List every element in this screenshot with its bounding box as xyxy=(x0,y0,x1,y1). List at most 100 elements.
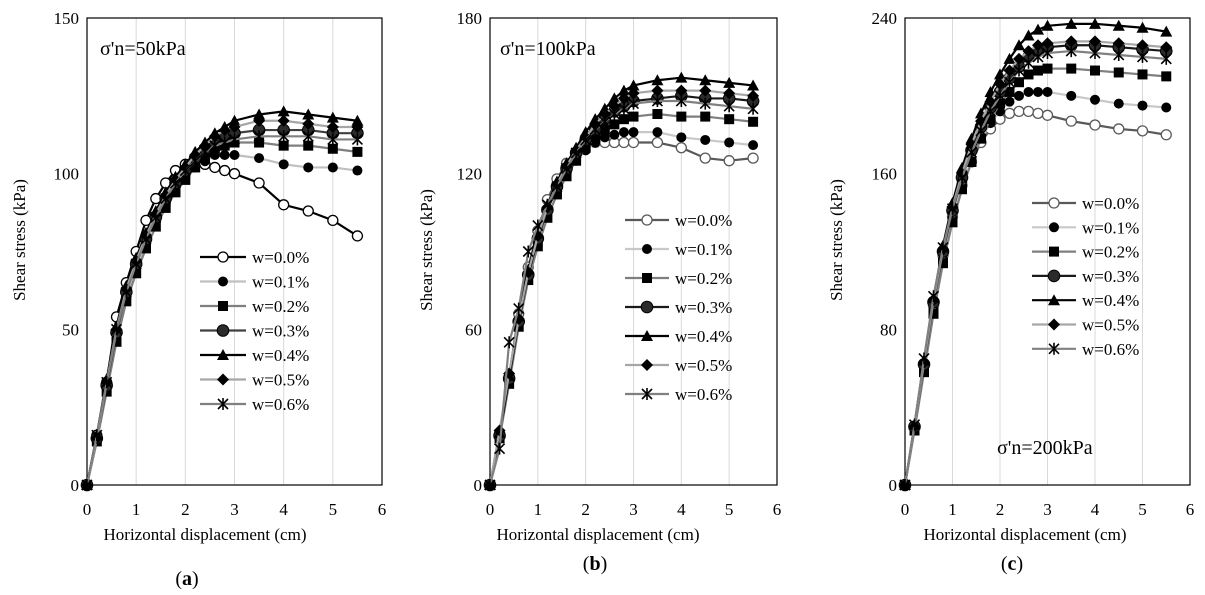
legend-label: w=0.6% xyxy=(252,395,309,414)
data-point xyxy=(1023,69,1034,80)
legend-label: w=0.2% xyxy=(1082,243,1139,262)
data-point xyxy=(617,92,630,105)
legend-marker xyxy=(1048,318,1060,331)
data-point xyxy=(627,97,640,110)
data-point xyxy=(327,214,339,227)
legend-label: w=0.6% xyxy=(675,385,732,404)
legend-label: w=0.1% xyxy=(675,240,732,259)
data-point xyxy=(617,84,630,96)
data-point xyxy=(947,217,958,228)
data-point xyxy=(1113,67,1124,78)
data-point xyxy=(494,442,506,455)
series-w=0.6% xyxy=(484,95,759,491)
data-point xyxy=(131,268,142,279)
data-point xyxy=(532,241,543,252)
x-axis-label: Horizontal displacement (cm) xyxy=(497,525,700,544)
legend-marker xyxy=(217,398,229,410)
data-point xyxy=(956,171,968,184)
data-point xyxy=(747,152,759,164)
data-point xyxy=(1161,102,1172,113)
y-tick-label: 0 xyxy=(889,476,898,495)
plot-frame xyxy=(489,17,778,486)
series-line xyxy=(903,90,1167,486)
data-point xyxy=(1022,56,1035,69)
legend-marker xyxy=(1048,294,1060,306)
data-point xyxy=(723,87,736,100)
legend-marker xyxy=(641,214,653,226)
data-point xyxy=(170,187,181,198)
data-point xyxy=(627,79,640,91)
data-point xyxy=(277,105,290,117)
legend-label: w=0.3% xyxy=(675,298,732,317)
data-point xyxy=(81,479,93,491)
legend-marker xyxy=(1048,197,1060,209)
normal-stress-annotation: σ'n=200kPa xyxy=(997,437,1093,459)
data-point xyxy=(651,74,664,86)
data-point xyxy=(253,177,265,189)
legend-marker xyxy=(1049,246,1059,257)
data-point xyxy=(994,68,1006,80)
data-point xyxy=(985,114,996,125)
data-point xyxy=(303,162,314,173)
data-point xyxy=(200,153,210,164)
data-point xyxy=(984,105,997,118)
plot-frame xyxy=(86,17,383,486)
y-tick-label: 50 xyxy=(62,320,79,339)
data-point xyxy=(627,136,640,149)
data-point xyxy=(278,159,289,170)
data-point xyxy=(219,164,231,177)
data-point xyxy=(676,132,687,143)
legend-label: w=0.5% xyxy=(675,356,732,375)
data-point xyxy=(277,114,290,127)
legend-marker xyxy=(640,300,654,314)
data-point xyxy=(1003,64,1016,77)
y-tick-label: 60 xyxy=(465,320,482,339)
data-point xyxy=(189,155,201,168)
data-point xyxy=(1013,52,1025,65)
data-point xyxy=(1014,77,1024,88)
data-point xyxy=(503,336,515,349)
data-point xyxy=(150,211,162,224)
data-point xyxy=(253,114,266,127)
data-point xyxy=(699,74,712,86)
data-point xyxy=(609,119,620,130)
data-point xyxy=(599,115,611,128)
legend-label: w=0.1% xyxy=(252,273,309,292)
data-point xyxy=(1041,47,1054,60)
data-point xyxy=(1022,29,1035,41)
data-point xyxy=(608,107,620,120)
data-point xyxy=(966,156,977,167)
legend-label: w=0.3% xyxy=(1082,267,1139,286)
data-point xyxy=(352,146,363,157)
data-point xyxy=(628,127,639,138)
data-point xyxy=(110,323,123,336)
data-point xyxy=(747,89,760,102)
data-point xyxy=(278,130,290,143)
series-w=0.6% xyxy=(81,130,363,491)
legend-marker xyxy=(642,244,652,254)
data-point xyxy=(140,233,152,246)
legend-marker xyxy=(216,324,230,337)
data-point xyxy=(652,108,663,119)
panel-label: (a) xyxy=(175,568,198,590)
x-tick-label: 3 xyxy=(1043,500,1052,519)
x-axis-label: Horizontal displacement (cm) xyxy=(924,525,1127,544)
data-point xyxy=(228,133,241,146)
data-point xyxy=(1003,107,1016,119)
legend-label: w=0.1% xyxy=(1082,218,1139,237)
data-point xyxy=(542,212,553,223)
data-point xyxy=(1066,63,1077,74)
legend-marker xyxy=(641,330,653,341)
x-tick-label: 5 xyxy=(725,500,734,519)
data-point xyxy=(976,133,986,144)
series-w=0.0% xyxy=(81,155,364,491)
data-point xyxy=(302,205,314,217)
data-point xyxy=(628,111,639,122)
data-point xyxy=(327,133,339,146)
data-point xyxy=(551,180,563,193)
data-point xyxy=(326,111,339,123)
x-tick-label: 1 xyxy=(948,500,957,519)
data-point xyxy=(179,164,191,177)
series-w=0.1% xyxy=(82,149,363,490)
data-point xyxy=(1137,69,1148,80)
